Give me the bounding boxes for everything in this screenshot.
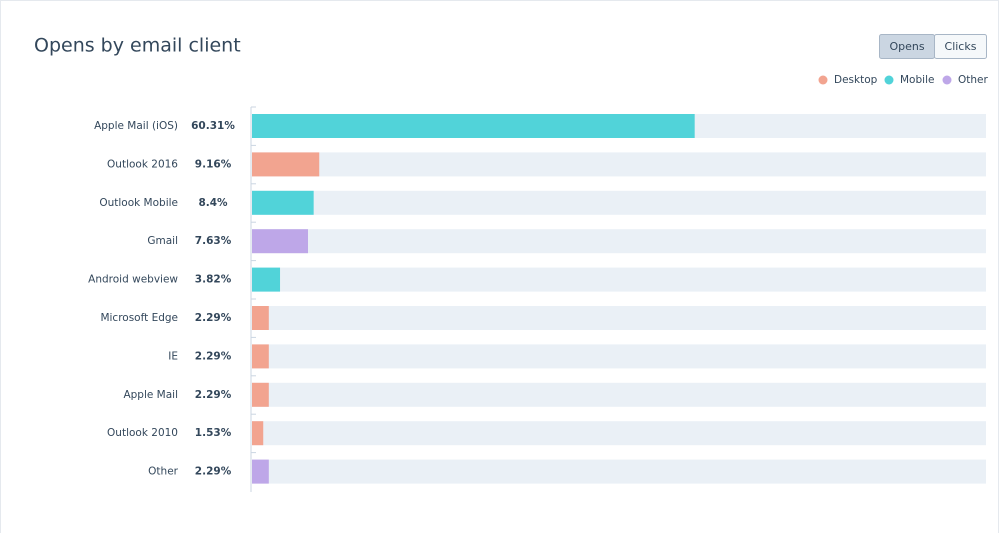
bar-track <box>252 229 986 254</box>
value-label: 8.4% <box>198 197 228 209</box>
bar-track <box>252 267 986 292</box>
bar <box>252 190 314 215</box>
category-label: Apple Mail <box>123 389 178 401</box>
category-label: Other <box>148 466 178 478</box>
bar <box>252 382 269 407</box>
category-label: IE <box>168 350 178 362</box>
category-label: Microsoft Edge <box>100 312 178 324</box>
legend-label: Mobile <box>900 74 934 86</box>
bar <box>252 267 281 292</box>
bar-track <box>252 152 986 177</box>
category-label: Outlook 2016 <box>107 158 178 170</box>
value-label: 2.29% <box>195 350 232 362</box>
category-label: Gmail <box>147 235 178 247</box>
value-label: 60.31% <box>191 120 235 132</box>
category-label: Apple Mail (iOS) <box>94 120 178 132</box>
bar <box>252 152 320 177</box>
toggle-button-label[interactable]: Opens <box>889 40 924 53</box>
bar-track <box>252 421 986 446</box>
bar-track <box>252 190 986 215</box>
bar <box>252 306 269 330</box>
category-label: Outlook 2010 <box>107 427 178 439</box>
bar-track <box>252 344 986 369</box>
value-label: 2.29% <box>195 312 232 324</box>
bar <box>252 229 309 254</box>
bar-track <box>252 459 986 484</box>
chart-title: Opens by email client <box>34 35 241 57</box>
category-label: Android webview <box>88 274 178 286</box>
bar <box>252 344 269 369</box>
toggle-button[interactable] <box>934 34 987 59</box>
legend-dot <box>942 75 952 85</box>
bar-track <box>252 306 986 330</box>
bar <box>252 114 695 138</box>
value-label: 2.29% <box>195 466 232 478</box>
legend-label: Other <box>958 74 988 86</box>
legend-label: Desktop <box>834 74 878 86</box>
value-label: 7.63% <box>195 235 232 247</box>
value-label: 1.53% <box>195 427 232 439</box>
bar-track <box>252 382 986 407</box>
value-label: 2.29% <box>195 389 232 401</box>
legend-dot <box>818 75 828 85</box>
legend-dot <box>884 75 894 85</box>
value-label: 3.82% <box>195 274 232 286</box>
bar <box>252 421 264 446</box>
category-label: Outlook Mobile <box>99 197 178 209</box>
value-label: 9.16% <box>195 158 232 170</box>
bar <box>252 459 269 484</box>
toggle-button-label[interactable]: Clicks <box>945 40 977 53</box>
